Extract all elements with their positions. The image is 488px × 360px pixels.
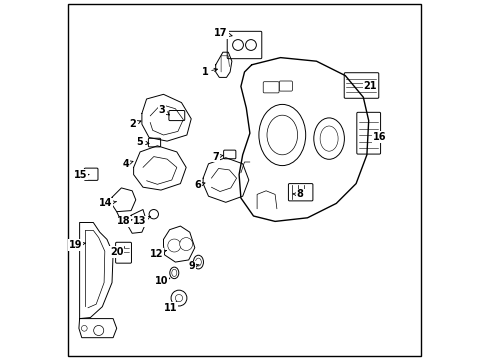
Circle shape	[171, 290, 186, 306]
Circle shape	[245, 40, 256, 50]
Text: 7: 7	[212, 152, 223, 162]
Text: 6: 6	[194, 180, 204, 190]
FancyBboxPatch shape	[356, 112, 380, 154]
Ellipse shape	[320, 126, 337, 151]
Text: 4: 4	[122, 159, 133, 169]
Ellipse shape	[258, 104, 305, 166]
Ellipse shape	[193, 255, 203, 269]
Text: 21: 21	[363, 81, 376, 91]
FancyBboxPatch shape	[344, 73, 378, 98]
Circle shape	[167, 239, 181, 252]
FancyBboxPatch shape	[227, 31, 261, 59]
Ellipse shape	[266, 115, 297, 155]
FancyBboxPatch shape	[148, 138, 160, 147]
FancyBboxPatch shape	[115, 242, 131, 263]
Ellipse shape	[169, 267, 179, 279]
Text: 16: 16	[372, 132, 386, 142]
FancyBboxPatch shape	[288, 184, 312, 201]
Text: 8: 8	[292, 189, 303, 199]
FancyBboxPatch shape	[168, 111, 184, 121]
Text: 18: 18	[117, 216, 132, 226]
Text: 2: 2	[129, 119, 141, 129]
Text: 15: 15	[74, 170, 89, 180]
Text: 11: 11	[163, 302, 177, 313]
Text: 12: 12	[149, 249, 166, 259]
Ellipse shape	[313, 118, 344, 159]
Circle shape	[81, 325, 87, 331]
Text: 17: 17	[214, 28, 232, 38]
Circle shape	[179, 238, 192, 251]
Text: 10: 10	[155, 276, 169, 286]
FancyBboxPatch shape	[279, 81, 292, 91]
Text: 3: 3	[158, 105, 169, 115]
Circle shape	[232, 40, 243, 50]
Text: 1: 1	[201, 67, 217, 77]
Ellipse shape	[195, 258, 201, 266]
Text: 9: 9	[188, 261, 199, 271]
Circle shape	[94, 325, 103, 336]
FancyBboxPatch shape	[223, 150, 235, 159]
Circle shape	[175, 294, 182, 302]
Text: 20: 20	[110, 247, 124, 257]
Circle shape	[149, 210, 158, 219]
Text: 14: 14	[99, 198, 116, 208]
Text: 5: 5	[137, 137, 149, 147]
Text: 13: 13	[133, 216, 150, 226]
Text: 19: 19	[68, 240, 85, 250]
Ellipse shape	[171, 269, 177, 276]
FancyBboxPatch shape	[84, 168, 98, 180]
FancyBboxPatch shape	[263, 82, 279, 93]
